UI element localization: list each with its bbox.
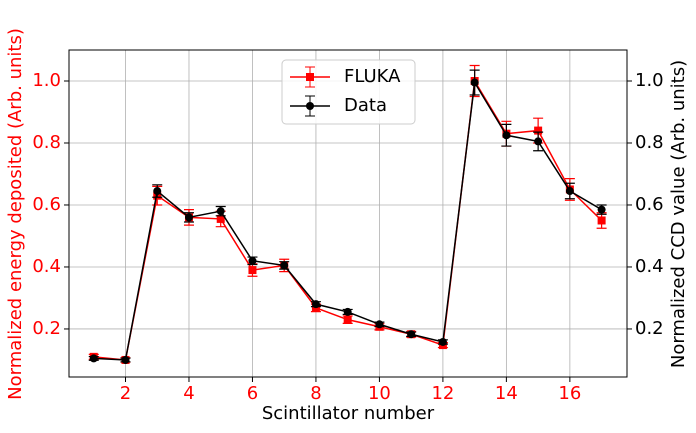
x-tick-label: 16 <box>558 383 581 404</box>
point <box>248 266 257 275</box>
y2-tick-label: 0.6 <box>635 194 664 215</box>
legend-marker <box>306 102 314 110</box>
x-tick-label: 14 <box>495 383 518 404</box>
point <box>438 337 447 346</box>
point <box>89 354 98 363</box>
y-axis-label: Normalized energy deposited (Arb. units) <box>5 28 26 400</box>
legend-marker <box>306 73 314 81</box>
point <box>248 256 257 265</box>
y-tick-label: 1.0 <box>32 70 61 91</box>
point <box>184 213 193 222</box>
legend-label: Data <box>344 95 387 116</box>
y-tick-label: 0.8 <box>32 132 61 153</box>
point <box>153 187 162 196</box>
point <box>343 307 352 316</box>
point <box>343 315 352 324</box>
x-tick-label: 12 <box>431 383 454 404</box>
x-tick-label: 2 <box>120 383 131 404</box>
point <box>121 355 130 364</box>
point <box>565 187 574 196</box>
legend-box <box>281 59 416 125</box>
y-tick-label: 0.6 <box>32 194 61 215</box>
x-tick-label: 8 <box>310 383 321 404</box>
y2-tick-label: 1.0 <box>635 70 664 91</box>
y-tick-label: 0.4 <box>32 256 61 277</box>
y2-axis-label: Normalized CCD value (Arb. units) <box>668 60 689 368</box>
y2-tick-label: 0.2 <box>635 318 664 339</box>
point <box>534 126 543 135</box>
x-tick-label: 6 <box>247 383 258 404</box>
y-tick-label: 0.2 <box>32 318 61 339</box>
x-tick-label: 4 <box>183 383 194 404</box>
point <box>534 137 543 146</box>
x-axis-label: Scintillator number <box>262 403 435 424</box>
y2-tick-label: 0.4 <box>635 256 664 277</box>
point <box>502 131 511 140</box>
point <box>597 216 606 225</box>
point <box>407 330 416 339</box>
point <box>375 320 384 329</box>
plot-frame <box>68 49 628 378</box>
x-tick-label: 10 <box>368 383 391 404</box>
point <box>597 205 606 214</box>
point <box>216 214 225 223</box>
y2-tick-label: 0.8 <box>635 132 664 153</box>
point <box>280 261 289 270</box>
legend-label: FLUKA <box>344 66 401 87</box>
point <box>311 300 320 309</box>
point <box>216 207 225 216</box>
point <box>470 78 479 87</box>
